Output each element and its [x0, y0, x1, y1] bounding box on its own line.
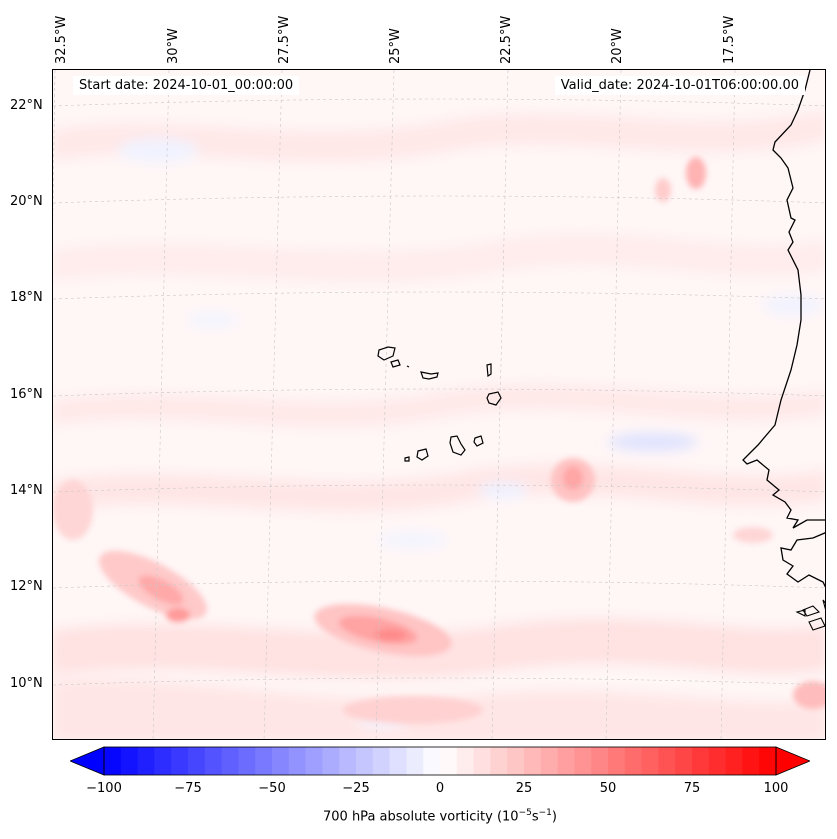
- colorbar-label-exponent-2: −1: [538, 808, 552, 818]
- colorbar-label: 700 hPa absolute vorticity (10−5s−1): [0, 808, 837, 824]
- colorbar-cell: [574, 747, 592, 775]
- colorbar-cell: [456, 747, 475, 775]
- lon-label-22-5w: 22.5°W: [499, 15, 514, 64]
- lon-label-20w: 20°W: [610, 28, 625, 64]
- colorbar-cell: [692, 747, 710, 775]
- colorbar-tick-75: 75: [683, 781, 701, 796]
- lat-label-16n: 16°N: [10, 387, 43, 402]
- colorbar-cell: [591, 747, 609, 775]
- colorbar-tick-neg75: −75: [174, 781, 202, 796]
- lat-label-20n: 20°N: [10, 194, 43, 209]
- lat-label-14n: 14°N: [10, 483, 43, 498]
- colorbar-cell: [339, 747, 357, 775]
- colorbar-cell: [440, 747, 458, 775]
- colorbar: [70, 746, 810, 776]
- colorbar-cell: [204, 747, 223, 775]
- colorbar-cell: [658, 747, 676, 775]
- colorbar-cell: [406, 747, 424, 775]
- colorbar-cell: [322, 747, 340, 775]
- colorbar-tick-neg25: −25: [342, 781, 370, 796]
- graticule: [53, 70, 825, 739]
- lon-label-27-5w: 27.5°W: [277, 15, 292, 64]
- africa-coastline-south: [780, 532, 825, 588]
- vorticity-field: [53, 110, 825, 739]
- colorbar-cell: [608, 747, 626, 775]
- colorbar-cell: [490, 747, 508, 775]
- lon-label-25w: 25°W: [388, 28, 403, 64]
- colorbar-cell: [524, 747, 542, 775]
- colorbar-cell: [221, 747, 239, 775]
- colorbar-cell: [154, 747, 172, 775]
- lat-label-12n: 12°N: [10, 579, 43, 594]
- colorbar-tick-50: 50: [599, 781, 617, 796]
- colorbar-cell: [272, 747, 290, 775]
- colorbar-max-arrow: [775, 746, 810, 776]
- colorbar-cell: [473, 747, 491, 775]
- colorbar-cell: [742, 747, 760, 775]
- africa-coastline: [742, 70, 825, 529]
- lon-label-30w: 30°W: [166, 28, 181, 64]
- colorbar-cell: [238, 747, 256, 775]
- colorbar-cell: [104, 747, 122, 775]
- vorticity-map: Start date: 2024-10-01_00:00:00 Valid_da…: [52, 69, 826, 740]
- lat-label-10n: 10°N: [10, 676, 43, 691]
- colorbar-cell: [624, 747, 643, 775]
- colorbar-cell: [288, 747, 307, 775]
- colorbar-tick-100: 100: [763, 781, 789, 796]
- colorbar-tick-neg50: −50: [258, 781, 286, 796]
- colorbar-cell: [372, 747, 391, 775]
- colorbar-cell: [759, 747, 777, 775]
- colorbar-min-arrow: [70, 746, 105, 776]
- colorbar-cell: [188, 747, 206, 775]
- colorbar-label-close: ): [551, 809, 557, 825]
- colorbar-cell: [356, 747, 374, 775]
- lon-label-17-5w: 17.5°W: [722, 15, 737, 64]
- colorbar-cell: [557, 747, 575, 775]
- lat-label-22n: 22°N: [10, 98, 43, 113]
- colorbar-cell: [641, 747, 659, 775]
- colorbar-cell: [305, 747, 323, 775]
- lon-label-32-5w: 32.5°W: [54, 15, 69, 64]
- map-canvas: [53, 70, 825, 739]
- colorbar-tick-neg100: −100: [86, 781, 122, 796]
- colorbar-cells: [104, 747, 777, 775]
- colorbar-label-unit: s: [531, 809, 539, 825]
- colorbar-cell: [389, 747, 407, 775]
- valid-date-label: Valid_date: 2024-10-01T06:00:00.00: [554, 76, 805, 95]
- bijagos-islands: [795, 599, 825, 631]
- start-date-label: Start date: 2024-10-01_00:00:00: [73, 76, 300, 95]
- colorbar-cell: [540, 747, 559, 775]
- colorbar-tick-25: 25: [515, 781, 533, 796]
- colorbar-cell: [675, 747, 693, 775]
- lat-label-18n: 18°N: [10, 290, 43, 305]
- colorbar-cell: [137, 747, 155, 775]
- colorbar-cell: [171, 747, 189, 775]
- colorbar-outline: [103, 746, 777, 776]
- colorbar-cell: [120, 747, 139, 775]
- colorbar-cell: [725, 747, 743, 775]
- colorbar-cell: [708, 747, 727, 775]
- cape-verde-islands: [377, 346, 502, 462]
- colorbar-label-exponent-1: −5: [518, 808, 532, 818]
- colorbar-cell: [255, 747, 273, 775]
- colorbar-cell: [423, 747, 441, 775]
- colorbar-tick-0: 0: [435, 781, 445, 796]
- vorticity-maxima: [53, 157, 825, 724]
- colorbar-cell: [507, 747, 525, 775]
- colorbar-label-text: 700 hPa absolute vorticity (10: [323, 809, 519, 825]
